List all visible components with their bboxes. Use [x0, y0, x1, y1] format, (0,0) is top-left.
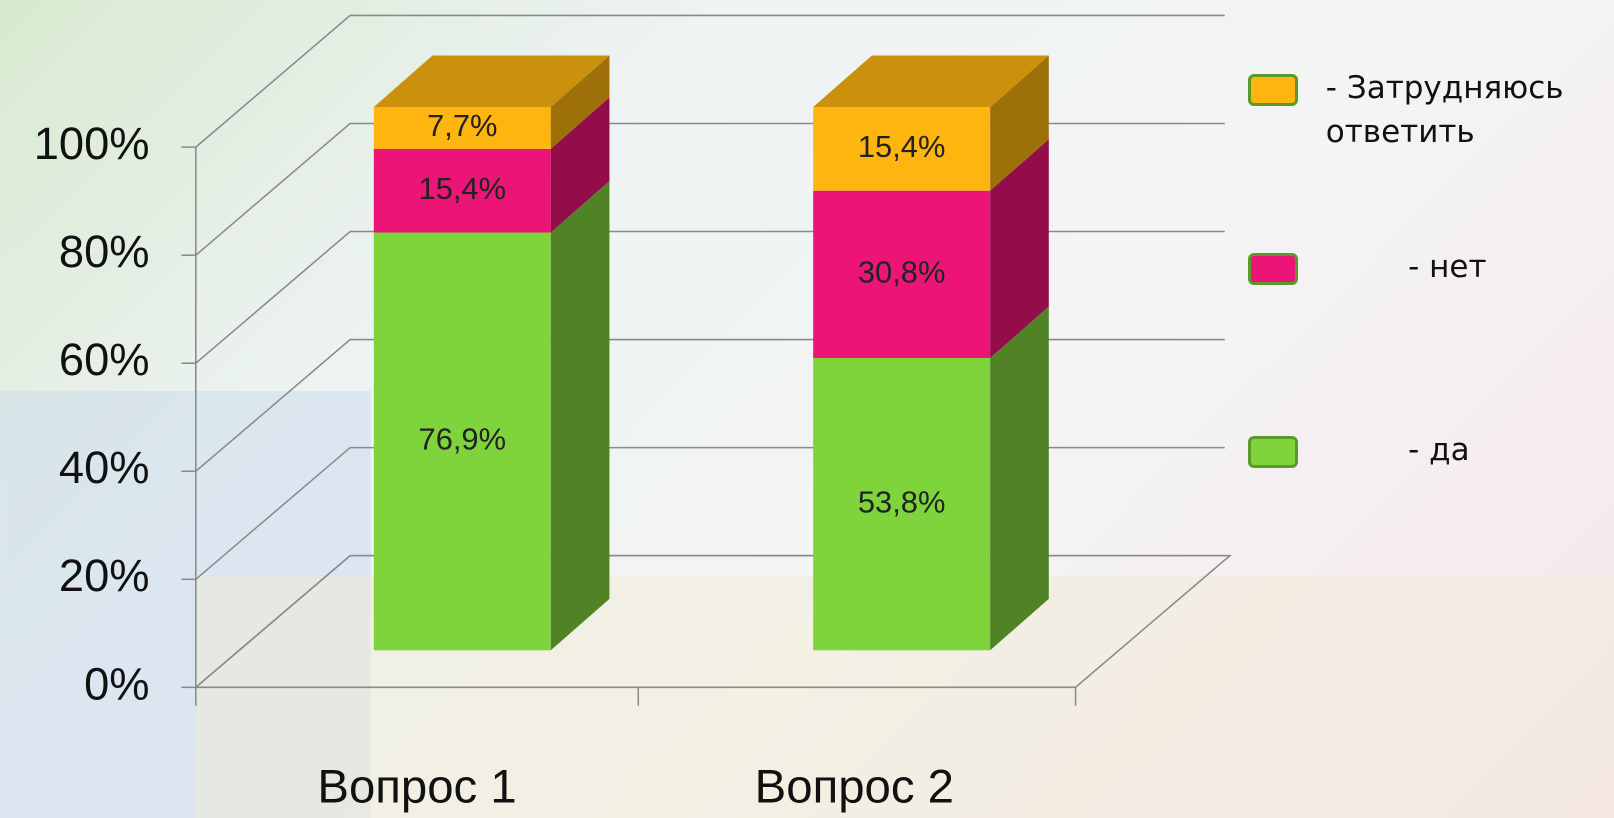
- data-label: 53,8%: [858, 484, 946, 519]
- y-tick-label: 20%: [59, 550, 150, 601]
- legend-label: - да: [1408, 428, 1614, 472]
- legend-label: - Затрудняюсь ответить: [1326, 66, 1606, 154]
- legend-swatch: [1248, 253, 1298, 285]
- data-label: 30,8%: [858, 254, 946, 289]
- data-label: 7,7%: [427, 108, 497, 143]
- x-tick-label: Вопрос 1: [317, 761, 516, 814]
- legend-swatch: [1248, 74, 1298, 106]
- y-tick-label: 40%: [59, 442, 150, 493]
- grid-line: [196, 15, 1225, 147]
- data-label: 76,9%: [419, 422, 507, 457]
- grid-line: [196, 123, 1225, 255]
- y-tick-label: 0%: [84, 658, 149, 709]
- y-tick-label: 60%: [59, 334, 150, 385]
- legend-label: - нет: [1408, 245, 1614, 289]
- y-tick-label: 100%: [34, 118, 150, 169]
- data-label: 15,4%: [858, 129, 946, 164]
- legend-swatch: [1248, 436, 1298, 468]
- y-tick-label: 80%: [59, 226, 150, 277]
- x-tick-label: Вопрос 2: [755, 761, 954, 814]
- data-label: 15,4%: [419, 171, 507, 206]
- bar-side: [551, 181, 610, 650]
- slide: 0% 20% 40% 60% 80% 100% 76,9% 15,4% 7,7% Вопрос 1…: [0, 0, 1614, 818]
- grid-line: [196, 232, 1225, 364]
- bar-side: [990, 307, 1049, 651]
